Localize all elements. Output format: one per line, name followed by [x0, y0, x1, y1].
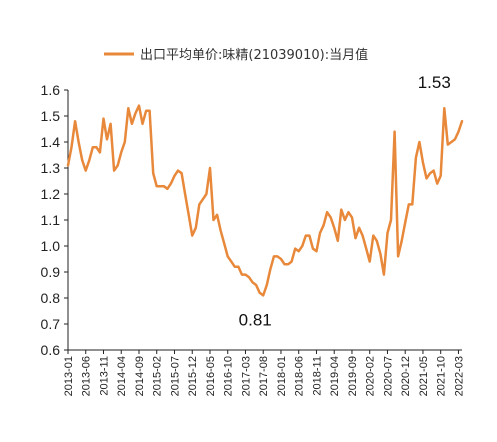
- x-tick-label: 2014-09: [134, 356, 146, 396]
- annotations: 1.53 0.81: [239, 73, 451, 329]
- x-tick-label: 2013-11: [98, 356, 110, 396]
- legend: 出口平均单价:味精(21039010):当月值: [104, 47, 368, 63]
- x-tick-label: 2018-01: [276, 356, 288, 396]
- y-tick-label: 1.1: [41, 212, 61, 228]
- x-tick-label: 2015-12: [187, 356, 199, 396]
- x-tick-label: 2013-06: [81, 356, 93, 396]
- y-tick-label: 0.6: [41, 342, 61, 358]
- x-tick-label: 2020-02: [365, 356, 377, 396]
- x-tick-label: 2014-04: [116, 356, 128, 396]
- x-tick-label: 2021-10: [436, 356, 448, 396]
- y-tick-label: 0.8: [41, 290, 61, 306]
- x-tick-label: 2017-03: [240, 356, 252, 396]
- x-tick-label: 2020-07: [382, 356, 394, 396]
- x-tick-label: 2021-05: [418, 356, 430, 396]
- x-tick-label: 2022-03: [453, 356, 465, 396]
- axes: 0.6 0.7 0.8 0.9 1.0 1.1 1.2 1.3 1.4 1.5 1.6 2013-01…: [41, 82, 466, 396]
- y-tick-label: 1.6: [41, 82, 61, 98]
- x-tick-label: 2019-09: [347, 356, 359, 396]
- x-tick-label: 2019-04: [329, 356, 341, 396]
- series-layer: [66, 104, 464, 297]
- y-tick-label: 0.9: [41, 264, 61, 280]
- x-tick-label: 2015-02: [152, 356, 164, 396]
- x-tick-label: 2018-06: [294, 356, 306, 396]
- annotation-label: 1.53: [418, 73, 451, 92]
- x-tick-label: 2016-05: [205, 356, 217, 396]
- annotation-label: 0.81: [239, 310, 272, 329]
- x-tick-label: 2018-11: [311, 356, 323, 396]
- y-tick-label: 1.0: [41, 238, 61, 254]
- y-tick-label: 1.5: [41, 108, 61, 124]
- x-tick-label: 2017-08: [258, 356, 270, 396]
- x-tick-label: 2016-10: [223, 356, 235, 396]
- y-tick-label: 1.4: [41, 134, 61, 150]
- x-tick-label: 2015-07: [169, 356, 181, 396]
- x-tick-label: 2020-12: [400, 356, 412, 396]
- x-tick-label: 2013-01: [63, 356, 75, 396]
- y-tick-label: 1.3: [41, 160, 61, 176]
- legend-label: 出口平均单价:味精(21039010):当月值: [140, 47, 368, 63]
- y-tick-label: 0.7: [41, 316, 61, 332]
- series-line: [66, 104, 464, 297]
- y-tick-label: 1.2: [41, 186, 61, 202]
